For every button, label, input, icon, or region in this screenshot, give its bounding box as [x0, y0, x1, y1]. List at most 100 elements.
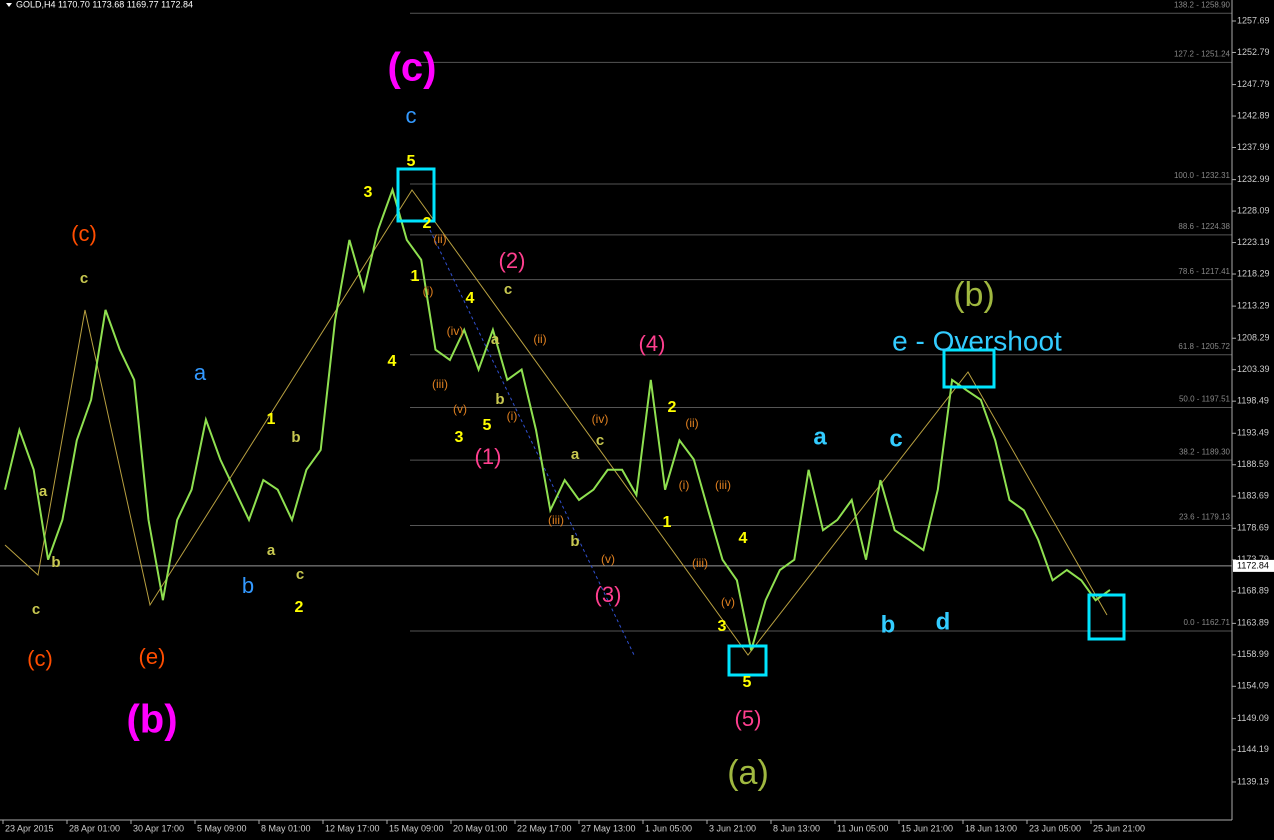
wave-label: c	[296, 566, 304, 583]
y-tick-label: 1163.89	[1237, 618, 1269, 628]
fib-label: 50.0 - 1197.51	[1179, 395, 1231, 404]
chart-title: GOLD,H4 1170.70 1173.68 1169.77 1172.84	[16, 0, 193, 9]
wave-label: (a)	[727, 754, 769, 792]
fib-label: 138.2 - 1258.90	[1174, 0, 1231, 9]
fib-label: 23.6 - 1179.13	[1179, 513, 1231, 522]
y-tick-label: 1149.09	[1237, 713, 1269, 723]
y-tick-label: 1183.69	[1237, 491, 1269, 501]
wave-label: 4	[466, 290, 475, 307]
x-tick-label: 30 Apr 17:00	[133, 823, 184, 833]
wave-label: (i)	[679, 478, 690, 492]
wave-label: b	[881, 611, 896, 638]
fib-label: 88.6 - 1224.38	[1178, 222, 1230, 231]
wave-label: e - Overshoot	[892, 325, 1062, 356]
wave-label: 5	[407, 153, 416, 170]
y-tick-label: 1218.29	[1237, 268, 1270, 278]
wave-label: 2	[668, 399, 677, 416]
wave-label: b	[570, 533, 579, 550]
x-tick-label: 15 Jun 21:00	[901, 823, 953, 833]
x-tick-label: 28 Apr 01:00	[69, 823, 120, 833]
y-tick-label: 1252.79	[1237, 47, 1270, 57]
wave-label: (4)	[639, 331, 666, 356]
wave-label: (5)	[735, 706, 762, 731]
wave-label: a	[194, 360, 207, 385]
wave-label: a	[813, 423, 827, 450]
wave-label: b	[51, 554, 60, 571]
wave-label: (b)	[953, 276, 995, 314]
y-tick-label: 1144.19	[1237, 744, 1269, 754]
wave-label: (b)	[126, 698, 177, 742]
x-tick-label: 18 Jun 13:00	[965, 823, 1017, 833]
x-tick-label: 20 May 01:00	[453, 823, 508, 833]
highlight-boxes	[396, 167, 1126, 677]
wave-label: d	[936, 608, 951, 635]
wave-label: (ii)	[533, 332, 546, 346]
fib-label: 38.2 - 1189.30	[1179, 447, 1231, 456]
x-tick-label: 23 Jun 05:00	[1029, 823, 1081, 833]
wave-label: (3)	[595, 582, 622, 607]
wave-label: b	[242, 573, 254, 598]
x-tick-label: 23 Apr 2015	[5, 823, 54, 833]
fib-label: 0.0 - 1162.71	[1183, 618, 1230, 627]
y-tick-label: 1173.79	[1237, 554, 1269, 564]
price-axis-bg	[1232, 0, 1274, 840]
wave-label: c	[596, 432, 604, 449]
wave-label: 5	[743, 674, 752, 691]
y-tick-label: 1257.69	[1237, 15, 1270, 25]
fib-label: 78.6 - 1217.41	[1178, 267, 1230, 276]
wave-label: (iii)	[548, 513, 564, 527]
wave-label: (iii)	[715, 478, 731, 492]
wave-label: b	[495, 391, 504, 408]
wave-label: (v)	[721, 595, 735, 609]
wave-label: (c)	[388, 46, 437, 90]
y-tick-label: 1223.19	[1237, 237, 1270, 247]
x-tick-label: 25 Jun 21:00	[1093, 823, 1145, 833]
wave-label: c	[32, 601, 40, 618]
y-tick-label: 1188.59	[1237, 459, 1269, 469]
wave-label: b	[291, 429, 300, 446]
x-tick-label: 15 May 09:00	[389, 823, 444, 833]
y-tick-label: 1213.29	[1237, 301, 1270, 311]
wave-label: 3	[364, 184, 373, 201]
y-tick-label: 1242.89	[1237, 110, 1270, 120]
annotations: (c) (b) c 5 3 2 1 4 3 5 4 2 1 4 3 5 1 2 …	[27, 46, 1062, 792]
x-tick-label: 11 Jun 05:00	[837, 823, 888, 833]
y-tick-label: 1232.99	[1237, 174, 1270, 184]
y-tick-label: 1193.49	[1237, 428, 1269, 438]
x-tick-label: 27 May 13:00	[581, 823, 636, 833]
y-tick-label: 1158.99	[1237, 649, 1269, 659]
x-tick-label: 22 May 17:00	[517, 823, 572, 833]
fib-label: 100.0 - 1232.31	[1174, 171, 1231, 180]
wave-label: a	[571, 446, 580, 463]
wave-label: (iv)	[592, 412, 609, 426]
fib-label: 127.2 - 1251.24	[1174, 50, 1231, 59]
wave-label: (ii)	[433, 232, 446, 246]
wave-label: 1	[267, 411, 276, 428]
wave-label: 1	[411, 268, 420, 285]
wave-line	[4, 189, 1108, 656]
wave-label: c	[80, 270, 88, 287]
wave-label: (iii)	[692, 556, 708, 570]
wave-label: (e)	[139, 644, 166, 669]
wave-label: (iii)	[432, 377, 448, 391]
x-tick-label: 5 May 09:00	[197, 823, 247, 833]
y-tick-label: 1139.19	[1237, 776, 1269, 786]
wave-label: (c)	[27, 646, 53, 671]
wave-label: c	[889, 425, 902, 452]
box	[942, 348, 996, 389]
x-tick-label: 8 Jun 13:00	[773, 823, 820, 833]
wave-label: 4	[739, 530, 748, 547]
wave-label: 3	[718, 618, 727, 635]
axis-layer: 1257.69 1252.79 1247.79 1242.89 1237.99 1232.…	[2, 15, 1274, 833]
wave-label: a	[267, 542, 276, 559]
wave-lines	[4, 189, 1108, 658]
x-tick-label: 1 Jun 05:00	[645, 823, 692, 833]
wave-label: (i)	[507, 409, 518, 423]
y-tick-label: 1247.79	[1237, 79, 1270, 89]
fib-label: 61.8 - 1205.72	[1178, 342, 1230, 351]
wave-label: a	[39, 483, 48, 500]
price-layer	[4, 186, 1111, 651]
wave-label: (i)	[423, 284, 434, 298]
